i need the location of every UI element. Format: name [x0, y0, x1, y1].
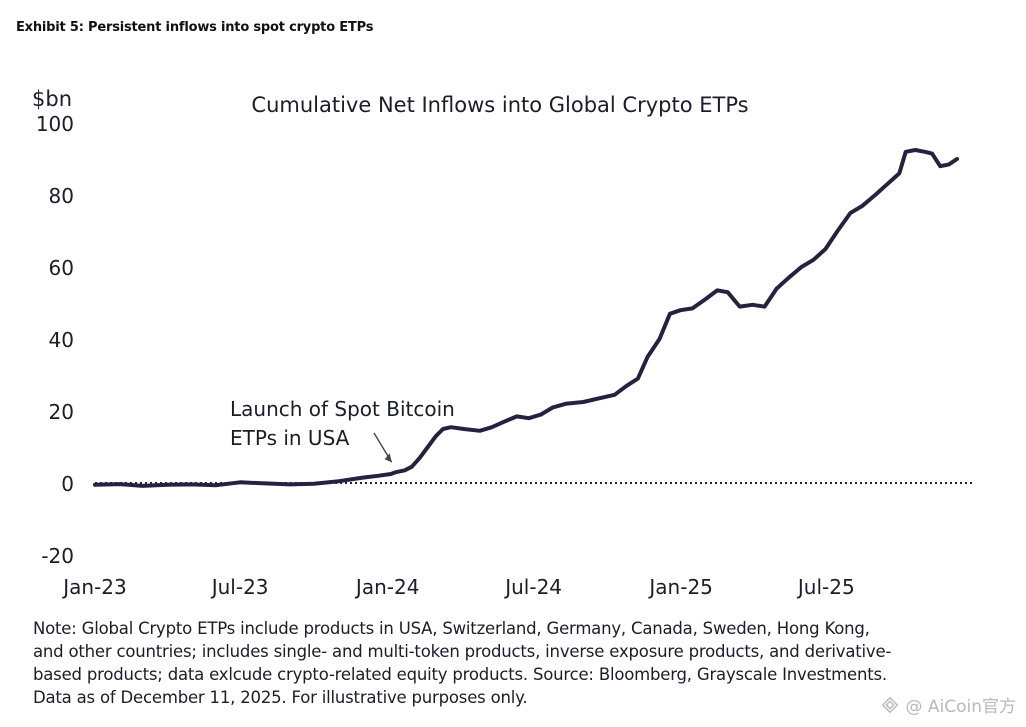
data-point [361, 476, 365, 480]
x-tick-label: Jul-24 [503, 575, 562, 599]
data-point [690, 306, 694, 310]
data-point [947, 162, 951, 166]
data-point [337, 479, 341, 483]
data-point [848, 211, 852, 215]
data-point [763, 305, 767, 309]
exhibit-title: Exhibit 5: Persistent inflows into spot … [16, 20, 374, 35]
data-point [836, 229, 839, 233]
y-axis-unit-label: $bn [32, 87, 72, 111]
data-point [441, 427, 445, 431]
data-point [312, 482, 316, 486]
data-point [426, 445, 430, 449]
data-point [394, 470, 398, 474]
data-point [646, 355, 649, 359]
data-point [636, 377, 640, 381]
data-point [93, 483, 97, 487]
data-point [860, 204, 864, 208]
data-point [376, 474, 380, 478]
data-point [715, 288, 719, 292]
data-point [564, 402, 568, 406]
data-point [462, 427, 466, 431]
data-point [913, 148, 917, 152]
series-line [93, 148, 959, 488]
data-point [726, 290, 730, 294]
data-point [118, 482, 122, 486]
data-point [238, 480, 242, 484]
aicoin-logo-icon [882, 696, 899, 713]
data-point [418, 456, 422, 460]
data-point [478, 429, 482, 433]
data-point [703, 297, 707, 301]
footnote-line: and other countries; includes single- an… [33, 642, 892, 661]
data-point [527, 416, 531, 420]
data-point [403, 468, 406, 472]
data-point [389, 472, 393, 476]
line-chart: Cumulative Net Inflows into Global Crypt… [32, 87, 975, 599]
footnote-line: based products; data exlcude crypto-rela… [33, 665, 887, 684]
data-point [751, 303, 754, 307]
data-point [799, 265, 803, 269]
data-point [824, 247, 827, 251]
data-point [263, 481, 267, 485]
data-point [581, 400, 585, 404]
data-point [434, 434, 438, 438]
footnote-line: Note: Global Crypto ETPs include product… [33, 619, 870, 638]
data-point [930, 152, 934, 156]
y-tick-label: 60 [49, 256, 74, 280]
data-point [539, 413, 543, 417]
data-point [214, 483, 218, 487]
data-point [775, 287, 779, 291]
data-point [189, 482, 193, 486]
data-point [502, 420, 506, 424]
data-point [140, 484, 144, 488]
x-tick-label: Jan-23 [61, 575, 127, 599]
y-tick-label: 20 [49, 400, 74, 424]
x-tick-label: Jan-24 [354, 575, 420, 599]
data-point [885, 182, 889, 186]
data-point [597, 396, 601, 400]
data-point [165, 483, 169, 487]
y-axis-ticks: -20 0 20 40 60 80 100 [36, 112, 74, 568]
footnote: Note: Global Crypto ETPs include product… [33, 617, 993, 709]
y-tick-label: 100 [36, 112, 74, 136]
data-point [668, 312, 672, 316]
data-point [490, 425, 494, 429]
data-point [515, 414, 519, 418]
watermark: @ AiCoin官方 [881, 692, 1016, 717]
data-point [897, 171, 901, 175]
data-point [787, 276, 791, 280]
y-tick-label: -20 [41, 544, 74, 568]
footnote-line: Data as of December 11, 2025. For illust… [33, 688, 528, 707]
data-point [923, 150, 927, 154]
series-layer [93, 148, 959, 488]
data-point [678, 308, 682, 312]
data-point [625, 384, 629, 388]
x-tick-label: Jul-25 [796, 575, 855, 599]
data-point [288, 482, 292, 486]
y-tick-label: 80 [49, 184, 74, 208]
data-point [551, 405, 555, 409]
data-point [449, 425, 453, 429]
chart-title: Cumulative Net Inflows into Global Crypt… [251, 93, 748, 117]
y-tick-label: 0 [61, 472, 74, 496]
data-point [738, 305, 742, 309]
x-tick-label: Jul-23 [210, 575, 269, 599]
data-point [873, 193, 877, 197]
watermark-text: @ AiCoin官方 [905, 697, 1016, 717]
data-point [938, 164, 942, 168]
data-point [658, 337, 661, 341]
data-point [410, 465, 414, 469]
data-point [812, 258, 815, 262]
y-tick-label: 40 [49, 328, 74, 352]
data-point [904, 150, 908, 154]
x-tick-label: Jan-25 [647, 575, 713, 599]
data-point [613, 393, 617, 397]
annotation: Launch of Spot Bitcoin ETPs in USA [230, 397, 455, 463]
annotation-arrowhead [384, 453, 392, 463]
annotation-text: ETPs in USA [230, 426, 350, 450]
x-axis-ticks: Jan-23 Jul-23 Jan-24 Jul-24 Jan-25 Jul-25 [61, 575, 854, 599]
data-point [955, 157, 959, 161]
annotation-text: Launch of Spot Bitcoin [230, 397, 455, 421]
